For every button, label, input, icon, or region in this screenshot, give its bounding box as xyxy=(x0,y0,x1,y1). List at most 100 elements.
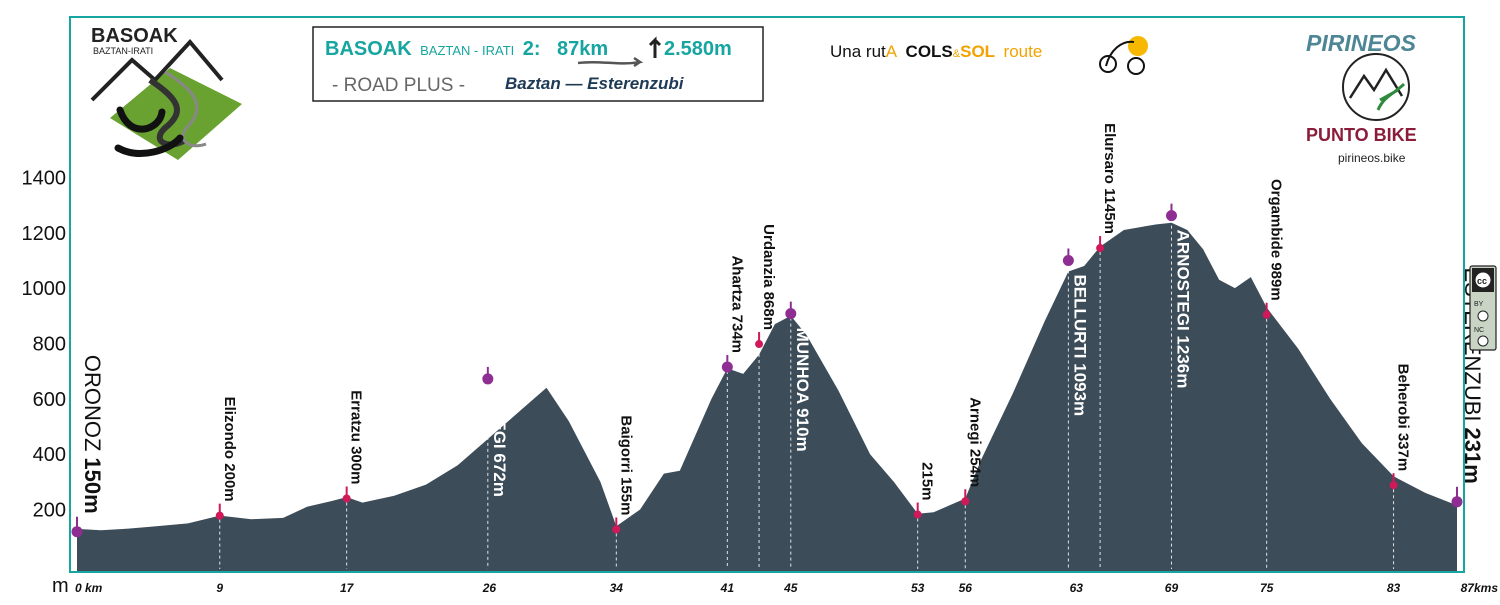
sun-icon xyxy=(1128,36,1148,56)
pass-label: MUNHOA 910m xyxy=(793,328,812,452)
cols-sol-prefix: Una rut xyxy=(830,42,886,61)
y-tick-label: 1000 xyxy=(22,278,67,300)
route-num: 2: xyxy=(523,38,541,60)
cc-by-icon xyxy=(1477,310,1489,322)
cc-icon-glyph: cc xyxy=(1477,276,1487,286)
point-marker xyxy=(215,511,224,520)
point-marker xyxy=(1389,481,1398,490)
cc-icon xyxy=(1474,271,1492,289)
point-marker xyxy=(961,497,970,506)
cols-sol-cols: COLS xyxy=(906,42,953,61)
cols-sol-logo: Una rutA COLS&SOL route xyxy=(830,36,1148,75)
x-tick-label: 41 xyxy=(720,581,735,595)
badge-mountain-icon xyxy=(1348,67,1404,99)
road-edge-icon xyxy=(164,70,207,148)
point-marker xyxy=(785,308,797,320)
route-elevation: 2.580m xyxy=(664,38,732,60)
x-tick-label: 34 xyxy=(610,581,624,595)
point-marker xyxy=(1062,254,1074,266)
pass-label: ARNOSTEGI 1236m xyxy=(1173,230,1192,389)
distance-arrow-icon xyxy=(577,56,644,68)
y-tick-label: 600 xyxy=(33,389,66,411)
route-path: Baztan — Esterenzubi xyxy=(505,74,685,93)
x-tick-label: 56 xyxy=(959,581,973,595)
point-marker xyxy=(612,525,621,534)
endpoint-name: ORONOZ xyxy=(80,355,105,452)
point-label: Ahartza 734m xyxy=(728,255,745,353)
point-marker xyxy=(342,494,351,503)
point-label: Beherobi 337m xyxy=(1395,364,1412,472)
route-sub: BAZTAN - IRATI xyxy=(420,43,514,58)
x-axis-ticks: 0 km 9 17 26 34 41 45 53 56 63 69 75 83 87kms xyxy=(75,581,1498,595)
brand-pirineos: PIRINEOS xyxy=(1306,30,1417,56)
point-label: Erratzu 300m xyxy=(348,390,365,484)
pass-label: BELLURTI 1093m xyxy=(1070,274,1089,416)
point-label: Urdanzia 868m xyxy=(760,224,777,330)
point-marker xyxy=(755,340,764,349)
cols-sol-amp: & xyxy=(953,48,961,60)
route-distance: 87km xyxy=(557,38,608,60)
x-tick-label: 9 xyxy=(216,581,223,595)
x-tick-label: 53 xyxy=(911,581,925,595)
x-tick-label: 0 km xyxy=(75,581,103,595)
brand-url: pirineos.bike xyxy=(1338,151,1406,165)
guide-lines xyxy=(219,219,1395,569)
point-label: Arnegi 254m xyxy=(966,397,983,487)
cyclist-sun-icon xyxy=(1099,40,1146,75)
x-tick-label: 17 xyxy=(340,581,355,595)
point-label: Baigorri 155m xyxy=(617,415,634,515)
profile-area xyxy=(77,222,1457,572)
route-header-box xyxy=(312,26,764,102)
cols-sol-sol: SOL xyxy=(960,42,995,61)
x-unit-label: m xyxy=(52,575,69,597)
point-marker xyxy=(1165,210,1177,222)
x-tick-label: 75 xyxy=(1260,581,1274,595)
point-label: Orgambide 989m xyxy=(1268,179,1285,301)
x-tick-label: 45 xyxy=(783,581,798,595)
basoak-logo-subtitle: BAZTAN-IRATI xyxy=(93,46,153,56)
point-marker xyxy=(71,526,83,538)
cols-sol-text: Una rutA COLS&SOL route xyxy=(830,42,1042,61)
x-tick-label: 63 xyxy=(1070,581,1084,595)
x-tick-label: 69 xyxy=(1165,581,1179,595)
badge-leaf-icon xyxy=(1376,82,1406,111)
point-marker xyxy=(1096,244,1105,253)
pirineos-brand: PIRINEOS PUNTO BIKE pirineos.bike xyxy=(1306,30,1417,165)
endpoint-label: ORONOZ 150m xyxy=(80,355,105,514)
point-label: 215m xyxy=(919,462,936,500)
point-label: Elursaro 1145m xyxy=(1101,123,1118,234)
chart-frame xyxy=(69,16,1465,573)
cols-sol-route: route xyxy=(1004,42,1043,61)
point-marker xyxy=(482,373,494,385)
ascent-arrow-icon xyxy=(648,36,662,58)
y-tick-label: 1200 xyxy=(22,223,67,245)
y-tick-label: 200 xyxy=(33,500,66,522)
endpoint-altitude: 150m xyxy=(80,457,105,513)
cols-sol-a: A xyxy=(886,42,898,61)
point-markers xyxy=(71,203,1463,538)
endpoint-altitude: 231m xyxy=(1460,428,1485,484)
y-axis-ticks: 200 400 600 800 1000 1200 1400 xyxy=(22,167,67,521)
route-title-line: BASOAK BAZTAN - IRATI 2: 87km xyxy=(325,38,608,60)
brand-punto-bike: PUNTO BIKE xyxy=(1306,125,1417,145)
y-tick-label: 800 xyxy=(33,334,66,356)
point-marker xyxy=(913,510,922,519)
x-tick-label: 26 xyxy=(482,581,497,595)
point-marker xyxy=(1262,310,1271,319)
point-marker xyxy=(1451,496,1463,508)
route-header: BASOAK BAZTAN - IRATI 2: 87km 2.580m - R… xyxy=(312,26,764,102)
pass-label: IZPEGI 672m xyxy=(490,393,509,497)
route-category: - ROAD PLUS - xyxy=(332,75,465,96)
x-tick-label: 83 xyxy=(1387,581,1401,595)
route-name: BASOAK xyxy=(325,38,412,60)
cc-nc-icon xyxy=(1477,335,1489,347)
x-tick-label: 87kms xyxy=(1461,581,1499,595)
point-marker xyxy=(721,361,733,373)
cyclist-icon xyxy=(114,106,184,157)
y-tick-label: 1400 xyxy=(22,167,67,189)
point-label: Elizondo 200m xyxy=(221,397,238,502)
basoak-logo-title: BASOAK xyxy=(91,25,178,47)
cc-by: BY xyxy=(1474,301,1484,308)
